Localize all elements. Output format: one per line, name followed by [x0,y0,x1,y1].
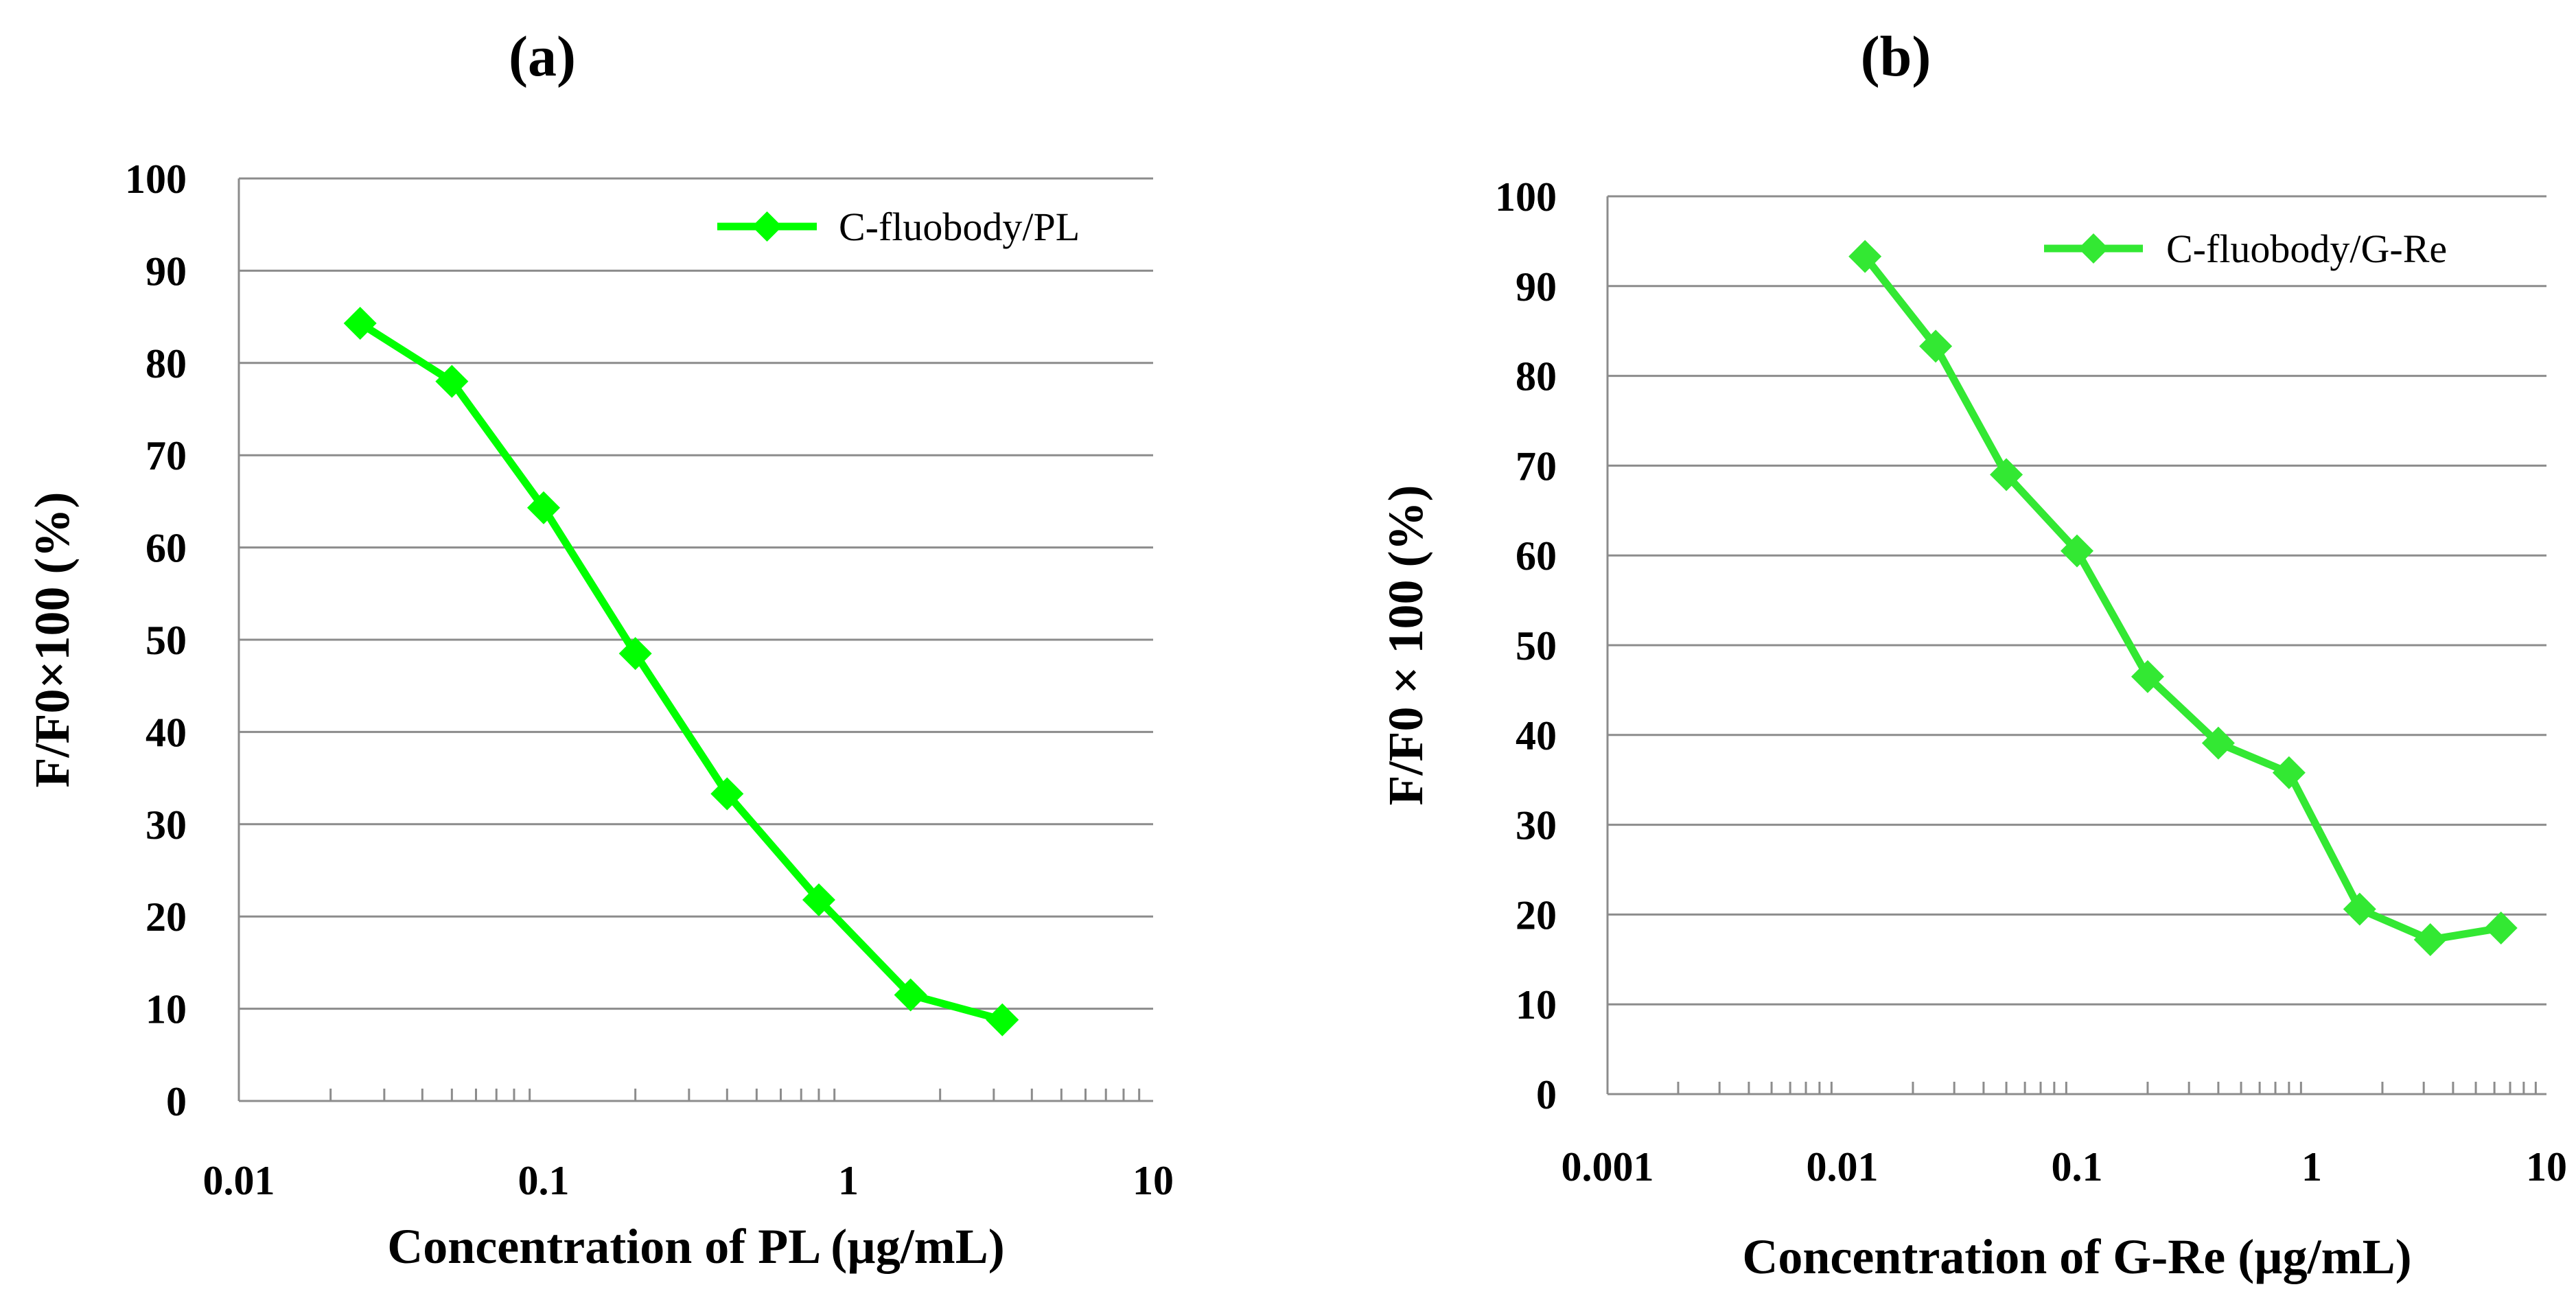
y-tick-label: 90 [1516,264,1557,310]
legend-marker [2078,233,2109,264]
data-point-marker [2272,756,2306,789]
y-axis-title: F/F0 × 100 (%) [1378,485,1433,806]
y-tick-label: 50 [146,618,187,663]
x-tick-label: 1 [2301,1144,2322,1190]
data-point-marker [435,364,469,398]
y-tick-label: 100 [125,156,187,202]
x-tick-label: 0.1 [518,1158,570,1203]
y-tick-label: 60 [1516,533,1557,579]
y-tick-label: 70 [1516,443,1557,489]
x-tick-label: 0.01 [203,1158,275,1203]
x-tick-label: 0.001 [1562,1144,1654,1190]
x-tick-label: 0.1 [2052,1144,2103,1190]
y-tick-label: 40 [1516,713,1557,758]
series-line [1861,254,2502,944]
x-tick-label: 1 [838,1158,859,1203]
x-axis-title: Concentration of PL (µg/mL) [387,1219,1004,1274]
chart-panel-b: (b) 0 10 20 30 40 50 60 70 80 90 100 0.001 0.01 0.1 1 10… [1378,25,2567,1284]
series-line [358,320,1003,1024]
y-tick-label: 10 [146,987,187,1032]
y-tick-label: 40 [146,710,187,755]
y-tick-label: 20 [1516,892,1557,938]
legend-marker [752,211,782,242]
data-point-marker [618,637,652,671]
data-point-marker [1990,458,2023,491]
panel-label: (b) [1861,25,1931,89]
legend-label: C-fluobody/PL [839,205,1080,249]
y-axis-title: F/F0×100 (%) [25,492,80,788]
data-point-marker [802,883,835,917]
y-tick-label: 0 [1536,1072,1557,1117]
x-tick-label: 10 [2526,1144,2567,1190]
y-tick-label: 10 [1516,982,1557,1028]
y-tick-label: 100 [1495,174,1557,220]
data-point-marker [2131,660,2164,693]
y-tick-label: 60 [146,526,187,571]
y-tick-label: 50 [1516,623,1557,669]
data-point-marker [894,978,927,1012]
data-point-marker [2484,912,2518,945]
panel-label: (a) [509,25,576,89]
x-tick-label: 10 [1133,1158,1174,1203]
data-point-marker [527,491,560,524]
data-point-marker [1848,240,1882,273]
data-point-marker [2343,892,2376,926]
y-tick-label: 30 [1516,803,1557,848]
x-axis-title: Concentration of G-Re (µg/mL) [1742,1229,2411,1284]
y-tick-label: 90 [146,248,187,294]
data-point-marker [343,307,377,340]
data-point-marker [986,1003,1019,1036]
data-point-marker [710,777,744,811]
y-tick-label: 80 [146,341,187,386]
data-point-marker [2201,726,2235,760]
chart-panel-a: (a) 0 10 20 30 40 50 60 70 80 90 100 0.01 0.1 1 10 Conce… [25,25,1174,1274]
x-tick-label: 0.01 [1807,1144,1879,1190]
y-tick-label: 30 [146,802,187,848]
data-point-marker [2061,534,2093,568]
y-tick-label: 70 [146,433,187,478]
y-tick-label: 20 [146,894,187,940]
data-point-marker [2413,923,2447,957]
y-tick-label: 80 [1516,354,1557,399]
y-tick-label: 0 [166,1079,187,1124]
legend-label: C-fluobody/G-Re [2166,227,2447,271]
data-point-marker [1919,329,1953,363]
